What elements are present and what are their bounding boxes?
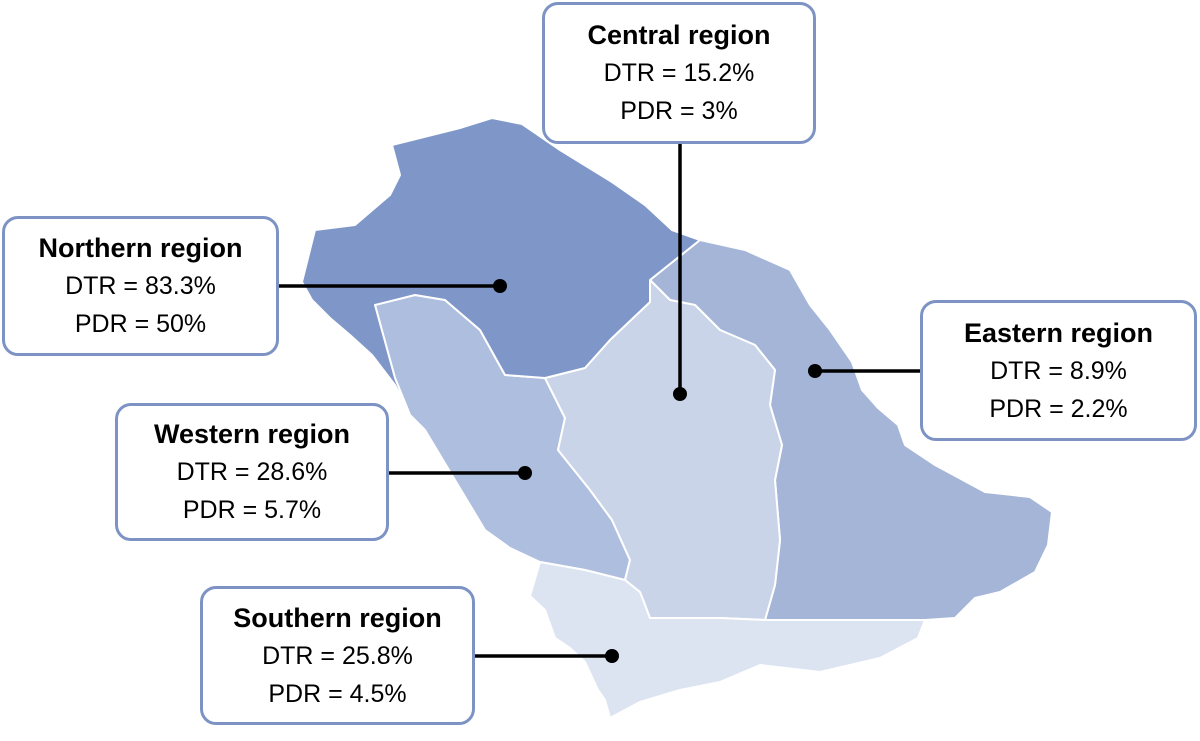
eastern-region-pdr: PDR = 2.2% [989, 394, 1128, 423]
eastern-region-callout: Eastern region DTR = 8.9% PDR = 2.2% [920, 300, 1197, 441]
northern-region-callout: Northern region DTR = 83.3% PDR = 50% [2, 216, 279, 356]
central-region-pdr: PDR = 3% [620, 97, 738, 125]
central-region-dtr: DTR = 15.2% [603, 59, 755, 87]
northern-region-pdr: PDR = 50% [74, 310, 207, 338]
southern-region-pdr: PDR = 4.5% [268, 679, 407, 708]
western-region-callout: Western region DTR = 28.6% PDR = 5.7% [115, 403, 389, 541]
northern-marker [493, 279, 507, 293]
central-region-title: Central region [587, 20, 771, 50]
southern-region-area[interactable] [529, 561, 926, 719]
northern-region-dtr: DTR = 83.3% [65, 272, 216, 300]
northern-region-title: Northern region [38, 233, 243, 263]
southern-region-dtr: DTR = 25.8% [262, 641, 413, 670]
eastern-marker [808, 364, 822, 378]
western-marker [518, 466, 532, 480]
southern-region-callout: Southern region DTR = 25.8% PDR = 4.5% [200, 586, 475, 725]
central-region-area[interactable] [544, 279, 783, 621]
central-marker [673, 387, 687, 401]
eastern-region-dtr: DTR = 8.9% [990, 356, 1127, 385]
western-region-title: Western region [153, 419, 351, 449]
eastern-region-title: Eastern region [963, 317, 1154, 348]
southern-region-title: Southern region [233, 602, 442, 633]
central-region-callout: Central region DTR = 15.2% PDR = 3% [542, 2, 816, 144]
southern-marker [605, 649, 619, 663]
western-region-pdr: PDR = 5.7% [182, 496, 322, 524]
western-region-dtr: DTR = 28.6% [176, 458, 328, 486]
